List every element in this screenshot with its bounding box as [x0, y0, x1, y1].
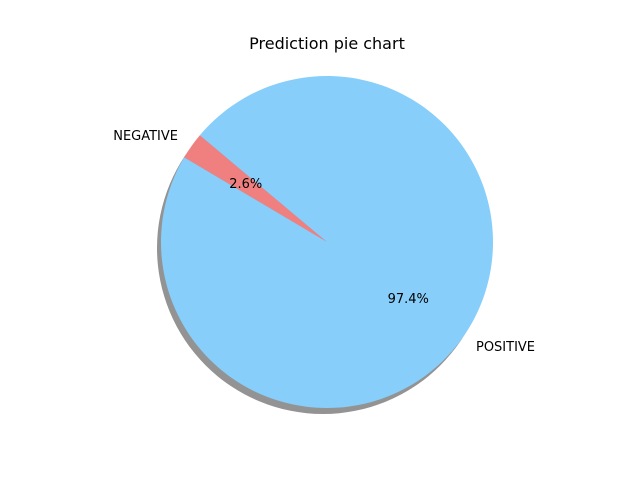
slice-label-positive: POSITIVE [476, 340, 535, 355]
slice-percent-positive: 97.4% [388, 292, 429, 307]
pie-slice-positive [161, 76, 494, 409]
slice-percent-negative: 2.6% [229, 177, 262, 192]
pie-text-layer: NEGATIVE 2.6% POSITIVE 97.4% [113, 129, 535, 355]
pie-slice-layer [161, 76, 494, 409]
chart-title: Prediction pie chart [249, 34, 405, 53]
slice-label-negative: NEGATIVE [113, 129, 178, 144]
pie-slice-negative [184, 135, 327, 242]
